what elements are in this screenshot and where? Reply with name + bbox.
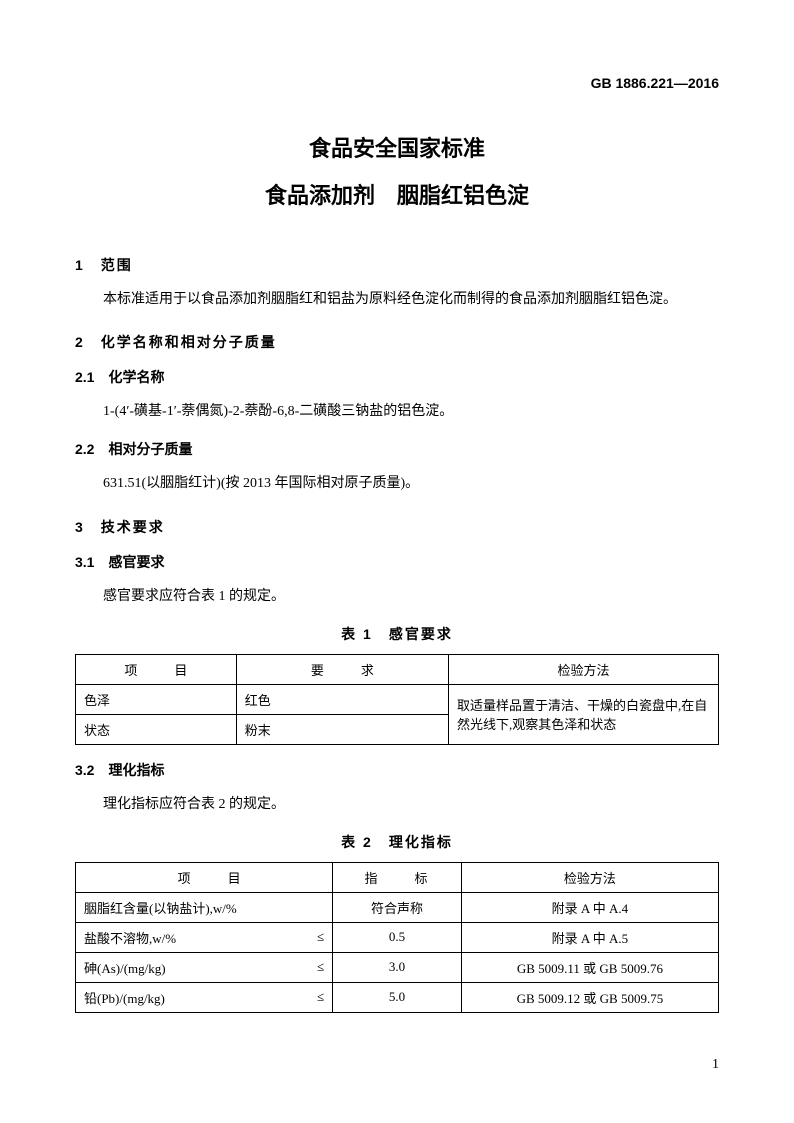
section-2-1-heading: 2.1 化学名称 — [75, 367, 719, 387]
table-cell-method: 取适量样品置于清洁、干燥的白瓷盘中,在自然光线下,观察其色泽和状态 — [448, 684, 718, 744]
standard-code: GB 1886.221—2016 — [75, 75, 719, 91]
table-header-row: 项 目 指 标 检验方法 — [76, 862, 719, 892]
title-main: 食品安全国家标准 — [75, 131, 719, 163]
table-header-item: 项 目 — [76, 862, 333, 892]
table-row: 胭脂红含量(以钠盐计),w/% 符合声称 附录 A 中 A.4 — [76, 892, 719, 922]
table-cell: 红色 — [236, 684, 448, 714]
table-cell: 附录 A 中 A.5 — [461, 922, 718, 952]
table-row: 色泽 红色 取适量样品置于清洁、干燥的白瓷盘中,在自然光线下,观察其色泽和状态 — [76, 684, 719, 714]
table-cell: 盐酸不溶物,w/% ≤ — [76, 922, 333, 952]
table-cell: 胭脂红含量(以钠盐计),w/% — [76, 892, 333, 922]
section-3-1-heading: 3.1 感官要求 — [75, 552, 719, 572]
item-text: 砷(As)/(mg/kg) — [84, 961, 166, 976]
table-row: 砷(As)/(mg/kg) ≤ 3.0 GB 5009.11 或 GB 5009… — [76, 952, 719, 982]
table-cell: GB 5009.12 或 GB 5009.75 — [461, 982, 718, 1012]
table-2: 项 目 指 标 检验方法 胭脂红含量(以钠盐计),w/% 符合声称 附录 A 中… — [75, 862, 719, 1013]
section-1-text: 本标准适用于以食品添加剂胭脂红和铝盐为原料经色淀化而制得的食品添加剂胭脂红铝色淀… — [75, 287, 719, 312]
section-3-2-heading: 3.2 理化指标 — [75, 760, 719, 780]
table-1-caption: 表 1 感官要求 — [75, 624, 719, 644]
table-cell: GB 5009.11 或 GB 5009.76 — [461, 952, 718, 982]
table-cell: 5.0 — [333, 982, 462, 1012]
item-text: 铅(Pb)/(mg/kg) — [84, 991, 165, 1006]
leq-symbol: ≤ — [317, 959, 324, 975]
item-text: 胭脂红含量(以钠盐计),w/% — [84, 901, 237, 916]
table-cell: 色泽 — [76, 684, 237, 714]
table-cell: 砷(As)/(mg/kg) ≤ — [76, 952, 333, 982]
leq-symbol: ≤ — [317, 929, 324, 945]
section-2-2-text: 631.51(以胭脂红计)(按 2013 年国际相对原子质量)。 — [75, 471, 719, 496]
section-1-heading: 1 范围 — [75, 255, 719, 275]
table-cell: 0.5 — [333, 922, 462, 952]
table-row: 盐酸不溶物,w/% ≤ 0.5 附录 A 中 A.5 — [76, 922, 719, 952]
title-sub: 食品添加剂 胭脂红铝色淀 — [75, 178, 719, 210]
section-3-2-text: 理化指标应符合表 2 的规定。 — [75, 792, 719, 817]
table-header-ind: 指 标 — [333, 862, 462, 892]
table-cell: 状态 — [76, 714, 237, 744]
leq-symbol: ≤ — [317, 989, 324, 1005]
section-3-heading: 3 技术要求 — [75, 517, 719, 537]
table-1: 项 目 要 求 检验方法 色泽 红色 取适量样品置于清洁、干燥的白瓷盘中,在自然… — [75, 654, 719, 745]
section-3-1-text: 感官要求应符合表 1 的规定。 — [75, 584, 719, 609]
table-header-req: 要 求 — [236, 654, 448, 684]
table-cell: 粉末 — [236, 714, 448, 744]
table-header-method: 检验方法 — [448, 654, 718, 684]
table-cell: 3.0 — [333, 952, 462, 982]
section-2-1-text: 1-(4′-磺基-1′-萘偶氮)-2-萘酚-6,8-二磺酸三钠盐的铝色淀。 — [75, 399, 719, 424]
table-cell: 符合声称 — [333, 892, 462, 922]
item-text: 盐酸不溶物,w/% — [84, 931, 176, 946]
table-cell: 附录 A 中 A.4 — [461, 892, 718, 922]
page-number: 1 — [712, 1057, 719, 1073]
section-2-heading: 2 化学名称和相对分子质量 — [75, 332, 719, 352]
table-cell: 铅(Pb)/(mg/kg) ≤ — [76, 982, 333, 1012]
table-row: 铅(Pb)/(mg/kg) ≤ 5.0 GB 5009.12 或 GB 5009… — [76, 982, 719, 1012]
section-2-2-heading: 2.2 相对分子质量 — [75, 439, 719, 459]
table-header-item: 项 目 — [76, 654, 237, 684]
table-2-caption: 表 2 理化指标 — [75, 832, 719, 852]
table-header-row: 项 目 要 求 检验方法 — [76, 654, 719, 684]
table-header-method: 检验方法 — [461, 862, 718, 892]
